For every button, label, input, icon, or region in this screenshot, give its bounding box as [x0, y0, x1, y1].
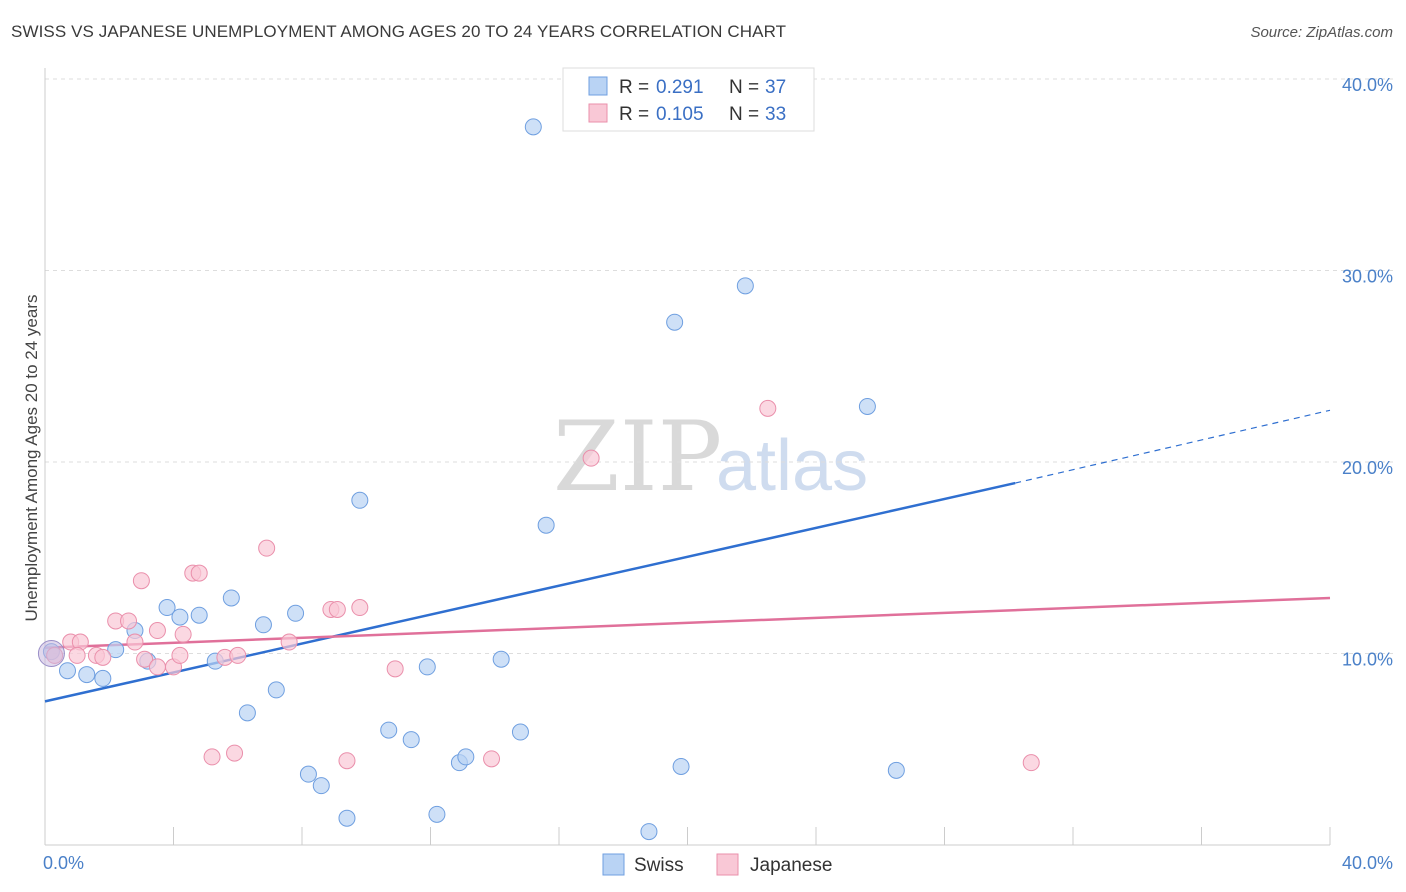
point-japanese-21: [258, 539, 276, 557]
y-tick-label-0: 10.0%: [1342, 650, 1393, 670]
point-japanese-11: [148, 622, 166, 640]
point-swiss-9: [190, 606, 208, 624]
legend-r-label-japanese: R =: [619, 104, 649, 125]
point-japanese-26: [351, 599, 369, 617]
legend-r-value-swiss: 0.291: [656, 77, 704, 98]
x-tick-label-1: 40.0%: [1342, 853, 1393, 873]
y-tick-label-3: 40.0%: [1342, 75, 1393, 95]
point-swiss-32: [672, 757, 690, 775]
point-japanese-32: [68, 646, 86, 664]
point-swiss-28: [524, 118, 542, 136]
legend-swatch-japanese: [588, 103, 608, 123]
data-points: [37, 70, 1040, 841]
point-swiss-2: [78, 666, 96, 684]
trend-line-swiss: [44, 481, 1016, 703]
point-swiss-14: [267, 681, 285, 699]
legend-r-value-japanese: 0.105: [656, 104, 704, 125]
point-swiss-33: [736, 277, 754, 295]
point-japanese-30: [759, 399, 777, 417]
point-japanese-25: [338, 752, 356, 770]
y-axis-label: Unemployment Among Ages 20 to 24 years: [22, 295, 41, 622]
point-japanese-14: [174, 625, 192, 643]
point-japanese-28: [483, 750, 501, 768]
legend-n-value-japanese: 33: [765, 104, 786, 125]
source-label: Source: ZipAtlas.com: [1250, 24, 1393, 41]
point-swiss-3: [94, 669, 112, 687]
point-japanese-19: [226, 744, 244, 762]
point-swiss-12: [238, 704, 256, 722]
point-japanese-29: [582, 449, 600, 467]
trend-lines: [44, 409, 1331, 703]
axes: [44, 68, 1331, 846]
trend-line-japanese: [44, 596, 1331, 650]
point-swiss-23: [428, 805, 446, 823]
point-swiss-21: [402, 731, 420, 749]
point-swiss-26: [492, 650, 510, 668]
point-japanese-31: [1022, 754, 1040, 772]
point-japanese-10: [148, 658, 166, 676]
legend-n-label-japanese: N =: [729, 104, 759, 125]
point-japanese-16: [190, 564, 208, 582]
point-swiss-31: [666, 313, 684, 331]
point-swiss-20: [380, 721, 398, 739]
point-japanese-20: [229, 646, 247, 664]
gridlines: [45, 78, 1395, 654]
watermark-atlas: atlas: [716, 426, 868, 506]
y-tick-label-2: 30.0%: [1342, 267, 1393, 287]
point-swiss-18: [338, 809, 356, 827]
point-japanese-13: [171, 646, 189, 664]
point-japanese-17: [203, 748, 221, 766]
y-tick-label-1: 20.0%: [1342, 458, 1393, 478]
point-swiss-34: [858, 397, 876, 415]
watermark-zip: ZIP: [553, 401, 722, 513]
trend-extension-swiss: [1015, 409, 1331, 484]
point-swiss-30: [640, 823, 658, 841]
point-swiss-1: [58, 662, 76, 680]
point-swiss-7: [158, 599, 176, 617]
point-swiss-35: [887, 761, 905, 779]
point-swiss-16: [299, 765, 317, 783]
point-japanese-7: [126, 633, 144, 651]
point-japanese-9: [132, 572, 150, 590]
bottom-legend-swatch-japanese: [716, 853, 739, 876]
point-cluster-origin: [37, 640, 65, 667]
watermark: ZIP atlas: [553, 401, 868, 513]
point-swiss-13: [254, 616, 272, 634]
point-japanese-4: [94, 648, 112, 666]
bottom-legend-label-swiss: Swiss: [634, 855, 684, 876]
point-japanese-6: [120, 612, 138, 630]
bottom-legend-swatch-swiss: [602, 853, 625, 876]
legend-n-value-swiss: 37: [765, 77, 786, 98]
point-swiss-25: [457, 748, 475, 766]
bottom-legend: Swiss Japanese: [602, 853, 832, 876]
point-swiss-22: [418, 658, 436, 676]
point-swiss-27: [511, 723, 529, 741]
bottom-legend-label-japanese: Japanese: [750, 855, 832, 876]
point-swiss-8: [171, 608, 189, 626]
chart-title: SWISS VS JAPANESE UNEMPLOYMENT AMONG AGE…: [11, 22, 787, 41]
point-swiss-15: [287, 604, 305, 622]
point-swiss-4: [107, 641, 125, 659]
point-japanese-27: [386, 660, 404, 678]
legend: R = 0.291 N = 37 R = 0.105 N = 33: [562, 67, 815, 132]
tick-labels: 10.0% 20.0% 30.0% 40.0% 0.0% 40.0%: [43, 75, 1393, 873]
point-swiss-19: [351, 491, 369, 509]
legend-swatch-swiss: [588, 76, 608, 96]
point-swiss-29: [537, 516, 555, 534]
point-swiss-17: [312, 777, 330, 795]
x-tick-label-0: 0.0%: [43, 853, 84, 873]
legend-n-label-swiss: N =: [729, 77, 759, 98]
legend-r-label-swiss: R =: [619, 77, 649, 98]
point-swiss-11: [222, 589, 240, 607]
point-japanese-24: [328, 600, 346, 618]
point-japanese-8: [136, 650, 154, 668]
point-japanese-22: [280, 633, 298, 651]
